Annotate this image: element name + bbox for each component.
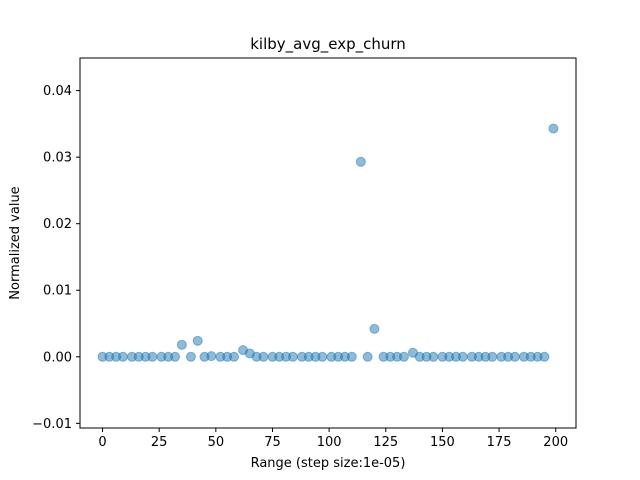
data-point-30 <box>317 351 328 362</box>
x-tick-label: 175 <box>487 435 512 450</box>
data-point-41 <box>398 351 409 362</box>
y-tick-label: 0.03 <box>43 151 72 166</box>
data-point-7 <box>147 351 158 362</box>
data-point-56 <box>509 351 520 362</box>
data-point-60 <box>539 351 550 362</box>
x-tick-label: 50 <box>208 435 225 450</box>
data-point-53 <box>487 351 498 362</box>
y-axis-label: Normalized value <box>8 186 23 299</box>
data-point-15 <box>206 351 217 362</box>
chart-title: kilby_avg_exp_churn <box>250 35 406 54</box>
data-point-22 <box>258 351 269 362</box>
y-tick-label: 0.00 <box>43 350 72 365</box>
x-tick-label: 125 <box>373 435 398 450</box>
data-point-37 <box>369 323 380 334</box>
data-point-45 <box>428 351 439 362</box>
data-point-18 <box>228 351 239 362</box>
data-point-35 <box>355 156 366 167</box>
data-points <box>97 123 559 362</box>
x-tick-label: 75 <box>264 435 281 450</box>
y-tick-label: 0.02 <box>43 217 72 232</box>
x-tick-label: 150 <box>430 435 455 450</box>
x-tick-label: 200 <box>543 435 568 450</box>
data-point-11 <box>176 339 187 350</box>
data-point-36 <box>362 351 373 362</box>
x-tick-label: 0 <box>98 435 106 450</box>
data-point-13 <box>192 335 203 346</box>
data-point-34 <box>346 351 357 362</box>
y-axis-ticks: −0.01 0.00 0.01 0.02 0.03 0.04 <box>32 84 80 432</box>
y-tick-label: −0.01 <box>32 417 72 432</box>
x-tick-label: 100 <box>317 435 342 450</box>
x-tick-label: 25 <box>151 435 168 450</box>
y-tick-label: 0.04 <box>43 84 72 99</box>
x-axis-label: Range (step size:1e-05) <box>251 456 406 471</box>
data-point-3 <box>117 351 128 362</box>
plot-area-frame <box>79 57 577 429</box>
data-point-10 <box>170 351 181 362</box>
data-point-49 <box>457 351 468 362</box>
x-axis-ticks: 0 25 50 75 100 125 150 175 200 <box>98 428 568 450</box>
data-point-61 <box>548 123 559 134</box>
data-point-12 <box>185 351 196 362</box>
data-point-26 <box>287 351 298 362</box>
y-tick-label: 0.01 <box>43 284 72 299</box>
